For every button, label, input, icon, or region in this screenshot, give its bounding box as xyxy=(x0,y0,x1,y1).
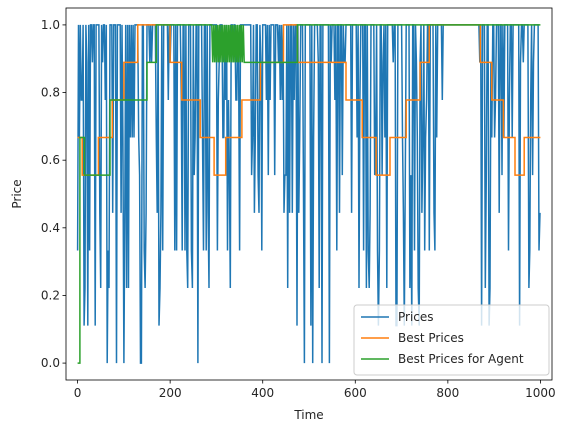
x-tick-label: 0 xyxy=(74,386,82,400)
y-tick-label: 0.4 xyxy=(41,221,60,235)
y-tick-label: 1.0 xyxy=(41,18,60,32)
x-tick-label: 1000 xyxy=(525,386,556,400)
x-tick-label: 400 xyxy=(251,386,274,400)
legend-label-best-prices-agent: Best Prices for Agent xyxy=(398,352,524,366)
y-tick-label: 0.8 xyxy=(41,86,60,100)
x-tick-label: 200 xyxy=(159,386,182,400)
y-tick-label: 0.2 xyxy=(41,288,60,302)
x-tick-label: 600 xyxy=(344,386,367,400)
legend: Prices Best Prices Best Prices for Agent xyxy=(354,305,549,375)
x-axis-label: Time xyxy=(293,408,323,422)
y-axis-label: Price xyxy=(10,179,24,208)
x-tick-label: 800 xyxy=(436,386,459,400)
y-tick-label: 0.6 xyxy=(41,153,60,167)
legend-label-best-prices: Best Prices xyxy=(398,331,464,345)
y-tick-label: 0.0 xyxy=(41,356,60,370)
legend-label-prices: Prices xyxy=(398,310,434,324)
